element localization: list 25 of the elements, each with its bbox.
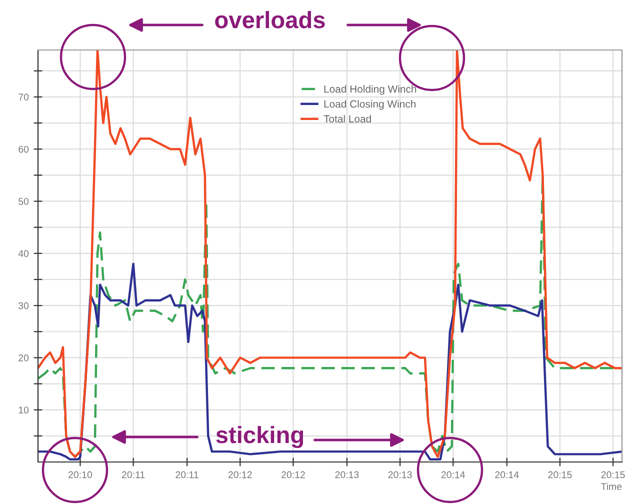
x-tick-label: 20:15 [601, 471, 625, 478]
y-tick-label: 20 [18, 354, 29, 362]
annotation: sticking [216, 426, 304, 448]
x-tick-label: 20:11 [176, 471, 198, 478]
x-tick-label: 20:12 [228, 471, 252, 478]
legend-label: Load Holding Winch [324, 85, 416, 95]
x-tick-label: 20:12 [282, 471, 305, 478]
x-tick-label: 20:13 [335, 471, 359, 478]
text: overloads [215, 10, 325, 28]
y-tick-label: 10 [18, 406, 29, 414]
y-tick-label: 50 [18, 198, 29, 205]
x-tick-label: 20:10 [68, 471, 92, 478]
x-tick-label: 20:15 [548, 471, 572, 478]
x-tick-label: 20:11 [122, 471, 145, 478]
legend-label: Load Closing Winch [324, 100, 416, 110]
line-series [38, 262, 622, 460]
y-tick-label: 70 [18, 94, 29, 101]
x-tick-label: 20:14 [495, 471, 519, 478]
legend-label: Total Load [324, 114, 371, 123]
x-tick-label: 20:13 [388, 471, 412, 478]
x-axis-title: Time [600, 482, 622, 490]
y-tick-label: 40 [18, 250, 29, 258]
x-tick-label: 20:14 [441, 471, 466, 478]
y-tick-label: 60 [18, 146, 29, 153]
y-tick-label: 30 [18, 302, 29, 310]
